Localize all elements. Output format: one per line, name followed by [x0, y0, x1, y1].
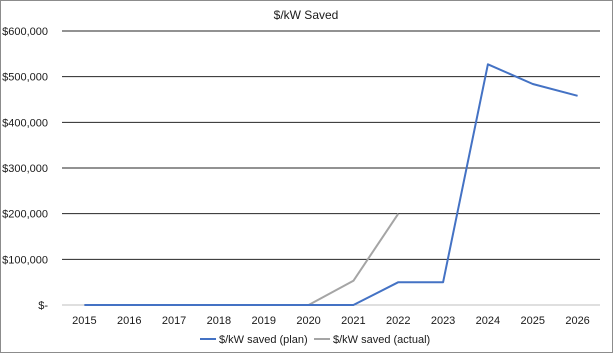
legend-label: $/kW saved (actual) [333, 334, 430, 346]
x-tick-label: 2024 [476, 315, 500, 327]
x-tick-label: 2017 [162, 315, 186, 327]
y-tick-label: $400,000 [2, 117, 48, 129]
y-tick-label: $- [38, 300, 48, 312]
x-tick-label: 2025 [521, 315, 545, 327]
gridlines [62, 30, 600, 306]
x-tick-label: 2019 [252, 315, 276, 327]
legend-label: $/kW saved (plan) [219, 334, 308, 346]
y-tick-label: $500,000 [2, 72, 48, 84]
x-tick-label: 2020 [296, 315, 320, 327]
x-tick-label: 2021 [341, 315, 365, 327]
x-tick-label: 2022 [386, 315, 410, 327]
x-tick-label: 2023 [431, 315, 455, 327]
x-tick-label: 2016 [117, 315, 141, 327]
x-tick-label: 2015 [72, 315, 96, 327]
x-tick-label: 2026 [565, 315, 589, 327]
chart-title: $/kW Saved [274, 8, 339, 22]
x-axis-ticks: 2015 2016 2017 2018 2019 2020 2021 2022 2023 2024… [72, 315, 590, 327]
x-tick-label: 2018 [207, 315, 231, 327]
series-lines [84, 63, 578, 306]
y-tick-label: $300,000 [2, 163, 48, 175]
y-axis-ticks: $- $100,000 $200,000 $300,000 $400,000 $500,0… [2, 26, 48, 312]
y-tick-label: $100,000 [2, 254, 48, 266]
y-tick-label: $600,000 [2, 26, 48, 38]
legend: $/kW saved (plan) $/kW saved (actual) [200, 334, 430, 346]
y-tick-label: $200,000 [2, 209, 48, 221]
series-line-0 [84, 63, 578, 306]
